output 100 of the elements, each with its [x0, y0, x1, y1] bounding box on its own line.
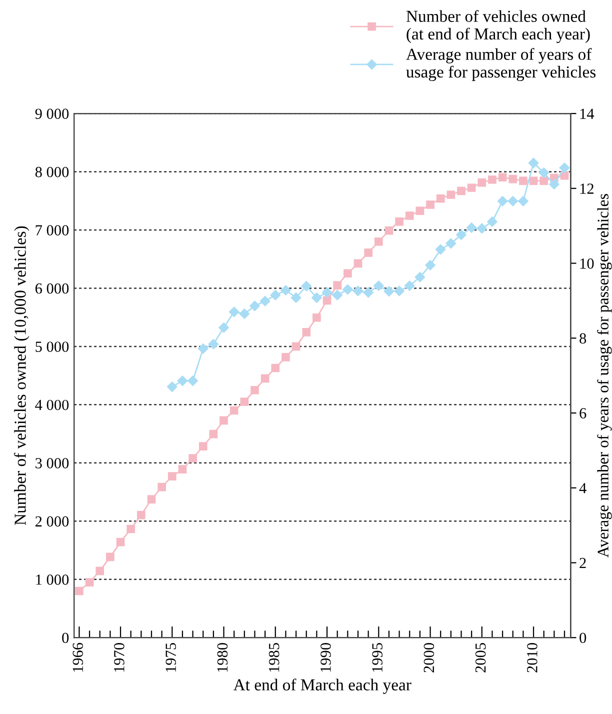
point [188, 376, 198, 386]
point [352, 286, 364, 296]
point [436, 194, 445, 203]
point [457, 186, 466, 196]
y-tick-label: 9 000 [35, 108, 69, 119]
point [374, 237, 383, 246]
point [416, 206, 424, 215]
x-tick-label: 2005 [475, 643, 486, 672]
point [312, 292, 322, 303]
x-tick-label: 1966 [72, 642, 84, 672]
point [147, 495, 156, 504]
point [384, 286, 394, 296]
x-tick-label: 2010 [527, 643, 538, 672]
point [198, 343, 208, 354]
point [292, 342, 300, 351]
point [271, 364, 280, 372]
x-tick-label: 1980 [217, 643, 228, 672]
point [290, 292, 302, 303]
y2-tick-label: 6 [580, 408, 586, 418]
x-tick-label: 1970 [114, 643, 124, 672]
point [342, 284, 353, 295]
y-tick-label: 8 000 [35, 166, 69, 178]
point [96, 566, 104, 576]
point [301, 280, 312, 292]
point [528, 158, 539, 168]
point [302, 328, 311, 336]
point [354, 259, 362, 268]
y2-tick-label: 10 [580, 258, 594, 269]
point [518, 196, 528, 206]
y-tick-label: 4 000 [35, 400, 69, 410]
point [228, 306, 240, 318]
y-tick-label: 6 000 [35, 283, 69, 294]
y-tick-label: 2 000 [35, 516, 69, 527]
point [529, 176, 538, 185]
point [404, 280, 415, 291]
point [374, 280, 384, 291]
point [497, 196, 508, 206]
point [466, 222, 477, 233]
point [435, 244, 446, 255]
y2-tick-label: 2 [580, 558, 586, 568]
point [467, 184, 476, 192]
point [540, 176, 548, 185]
y-tick-label: 7 000 [36, 225, 69, 236]
y2-axis-title: Average number of years of usage for passenger vehicles [597, 194, 612, 558]
point [177, 376, 188, 386]
point [230, 406, 238, 415]
point [208, 339, 219, 350]
y2-tick-label: 4 [579, 483, 586, 494]
point [384, 226, 394, 235]
point [240, 398, 249, 406]
point [395, 217, 404, 226]
point [188, 454, 197, 462]
point [198, 442, 208, 450]
point [250, 386, 259, 394]
point [312, 313, 321, 322]
point [260, 296, 270, 306]
point [168, 472, 176, 480]
point [456, 230, 466, 240]
x-tick-label: 1990 [320, 643, 331, 672]
x-axis-title: At end of March each year [233, 678, 412, 694]
y-axis-title: Number of vehicles owned (10,000 vehicles) [14, 226, 30, 526]
y-tick-label: 1 000 [36, 574, 69, 585]
point [270, 290, 281, 300]
point [364, 248, 372, 257]
point [167, 382, 178, 392]
point [549, 179, 560, 190]
point [508, 196, 518, 206]
point [220, 416, 228, 425]
point [106, 552, 114, 562]
legend-label: Number of vehicles owned (at end of March each year) [406, 10, 590, 44]
point [519, 176, 528, 185]
point [538, 168, 549, 178]
point [85, 578, 94, 586]
y2-tick-label: 0 [580, 632, 586, 644]
point [218, 322, 229, 333]
point [487, 216, 498, 227]
point [332, 290, 342, 300]
point [508, 174, 518, 184]
point [75, 586, 84, 596]
point [239, 308, 250, 319]
point [446, 190, 456, 199]
point [394, 286, 404, 296]
point [488, 175, 496, 184]
x-tick-label: 2000 [424, 643, 434, 672]
point [405, 212, 414, 220]
point [260, 374, 270, 383]
point [363, 287, 374, 298]
point [282, 353, 290, 362]
point [498, 173, 507, 182]
x-tick-label: 1985 [268, 643, 280, 672]
x-tick-label: 1995 [372, 643, 382, 672]
point [476, 223, 488, 234]
point [478, 178, 486, 187]
y-tick-label: 0 [62, 632, 69, 644]
point [250, 300, 260, 312]
point [425, 260, 436, 270]
y2-tick-label: 12 [580, 184, 594, 194]
y2-tick-label: 14 [580, 108, 594, 119]
point [414, 272, 426, 282]
point [426, 200, 434, 209]
